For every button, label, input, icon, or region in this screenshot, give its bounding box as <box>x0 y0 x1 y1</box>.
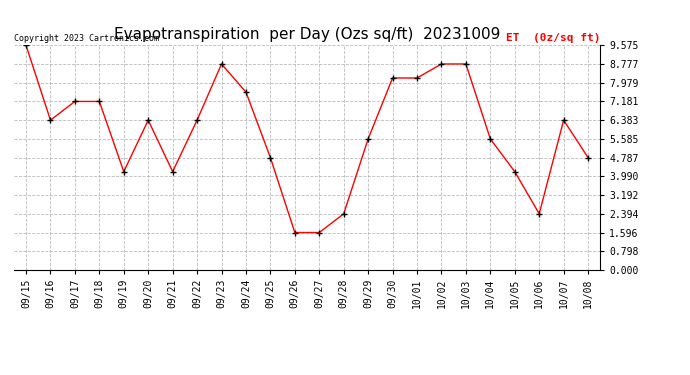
Title: Evapotranspiration  per Day (Ozs sq/ft)  20231009: Evapotranspiration per Day (Ozs sq/ft) 2… <box>114 27 500 42</box>
Text: Copyright 2023 Cartronics.com: Copyright 2023 Cartronics.com <box>14 34 159 43</box>
Text: ET  (0z/sq ft): ET (0z/sq ft) <box>506 33 600 43</box>
